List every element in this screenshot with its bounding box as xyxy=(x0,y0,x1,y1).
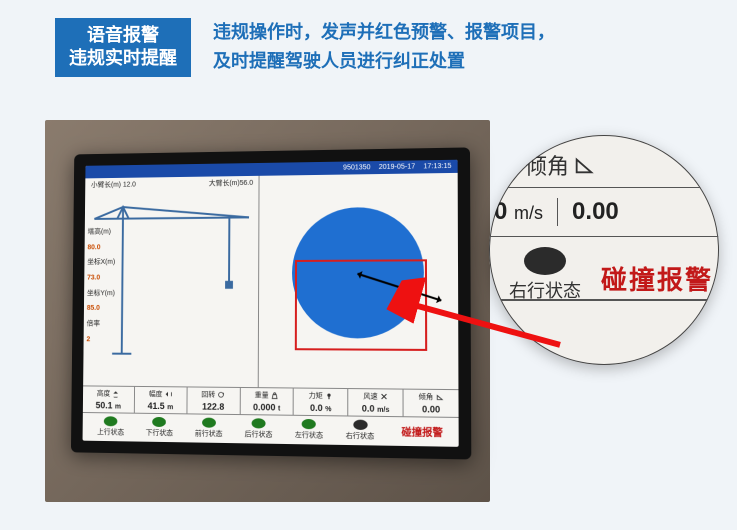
big-arm-label: 大臂长(m)56.0 xyxy=(209,178,253,188)
readout-cell-wind: 风速 0.0 m/s xyxy=(349,389,404,416)
readout-cell-angle: 倾角 0.00 xyxy=(404,390,459,417)
moment-icon xyxy=(325,392,333,400)
status-indicator: 前行状态 xyxy=(195,417,223,438)
readout-cell-leftright: 幅度 41.5 m xyxy=(135,387,188,413)
time: 17:13:15 xyxy=(423,163,451,170)
feature-badge: 语音报警 违规实时提醒 xyxy=(55,18,191,77)
status-indicator: 左行状态 xyxy=(295,419,323,441)
wind-icon xyxy=(489,154,496,176)
zoom-header-row: 倾角 xyxy=(489,149,719,188)
status-indicator: 下行状态 xyxy=(146,417,173,438)
zoom-wind-icon-cell xyxy=(489,149,510,181)
zoom-divider xyxy=(489,299,719,301)
crane-side-readouts: 塔高(m)80.0 坐标X(m)73.0 坐标Y(m)85.0 倍率2 xyxy=(86,229,115,352)
zoom-status-dot xyxy=(524,247,566,275)
status-dot xyxy=(302,419,316,429)
readout-cell-rotate: 回转 122.8 xyxy=(187,387,240,414)
zoom-content: 倾角 0.0 m/s 0.00 右行状态 碰撞报警 xyxy=(489,149,719,303)
status-indicator: 右行状态 xyxy=(346,420,375,442)
zoom-status-row: 右行状态 碰撞报警 xyxy=(489,237,719,303)
status-dot xyxy=(153,417,167,427)
status-dot xyxy=(353,420,367,430)
status-indicator: 上行状态 xyxy=(97,416,124,437)
zoom-wind-value: 0.0 m/s xyxy=(489,198,557,226)
status-row: 上行状态 下行状态 前行状态 后行状态左行状态 右行状态 碰撞报警 xyxy=(83,413,459,447)
side-readout: 坐标X(m)73.0 xyxy=(87,259,115,282)
readout-cell-weight: 重量 0.000 t xyxy=(240,388,294,415)
leftright-icon xyxy=(164,390,172,398)
feature-description: 违规操作时，发声并红色预警、报警项目， 及时提醒驾驶人员进行纠正处置 xyxy=(213,18,697,76)
readout-cell-updown: 高度 50.1 m xyxy=(83,386,135,412)
zoom-values-row: 0.0 m/s 0.00 xyxy=(489,194,719,237)
status-indicator: 后行状态 xyxy=(245,418,273,440)
updown-icon xyxy=(112,390,120,398)
wind-icon xyxy=(380,392,388,400)
side-readout: 坐标Y(m)85.0 xyxy=(87,290,115,313)
status-dot xyxy=(202,418,216,428)
status-dot xyxy=(252,418,266,428)
crane-diagram-pane: 小臂长(m) 12.0 大臂长(m)56.0 塔高(m)80.0 坐标X(m)73… xyxy=(83,176,260,387)
collision-alarm-text: 碰撞报警 xyxy=(401,423,442,439)
angle-icon xyxy=(435,393,443,401)
desc-line2: 及时提醒驾驶人员进行纠正处置 xyxy=(213,47,697,76)
device-id: 9501350 xyxy=(343,164,371,171)
status-dot xyxy=(104,416,118,426)
zoom-angle-head: 倾角 xyxy=(510,149,609,181)
zoom-angle-value: 0.00 xyxy=(557,198,633,226)
zoom-alarm-text: 碰撞报警 xyxy=(601,260,713,297)
rotate-icon xyxy=(217,391,225,399)
date: 2019-05-17 xyxy=(379,163,416,171)
zoom-angle-label: 倾角 xyxy=(525,149,569,181)
side-readout: 倍率2 xyxy=(86,321,114,344)
angle-icon xyxy=(573,154,595,176)
badge-line1: 语音报警 xyxy=(69,24,177,47)
desc-line1: 违规操作时，发声并红色预警、报警项目， xyxy=(213,18,697,47)
side-readout: 塔高(m)80.0 xyxy=(87,229,115,252)
readout-cell-moment: 力矩 0.0 % xyxy=(294,389,348,416)
feature-header: 语音报警 违规实时提醒 违规操作时，发声并红色预警、报警项目， 及时提醒驾驶人员… xyxy=(0,0,737,87)
badge-line2: 违规实时提醒 xyxy=(69,47,177,70)
small-arm-label: 小臂长(m) 12.0 xyxy=(91,180,136,190)
weight-icon xyxy=(271,391,279,399)
